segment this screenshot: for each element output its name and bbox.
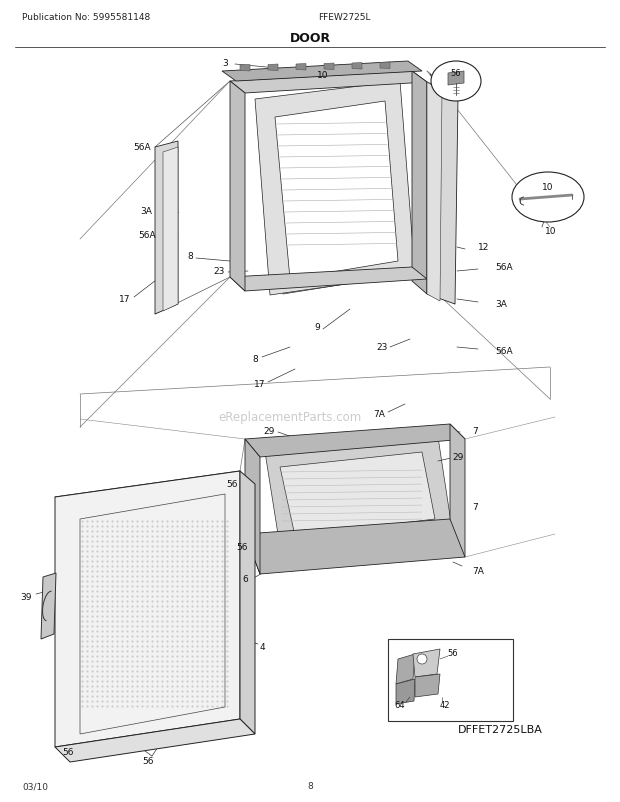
Polygon shape	[280, 452, 435, 537]
Text: 29: 29	[264, 427, 275, 436]
Polygon shape	[413, 649, 440, 677]
Text: 39: 39	[20, 593, 32, 602]
Text: 56A: 56A	[495, 347, 513, 356]
Text: 56: 56	[448, 649, 458, 658]
Text: 42: 42	[440, 701, 450, 710]
Polygon shape	[450, 424, 465, 557]
Polygon shape	[448, 72, 464, 86]
Text: 7: 7	[472, 427, 478, 436]
Polygon shape	[380, 63, 390, 70]
Text: 56A: 56A	[133, 144, 151, 152]
Text: 56: 56	[62, 747, 74, 756]
Polygon shape	[155, 142, 178, 314]
Text: 7A: 7A	[373, 410, 385, 419]
Polygon shape	[230, 268, 427, 292]
Polygon shape	[55, 472, 240, 747]
Text: 12: 12	[478, 243, 489, 252]
Polygon shape	[275, 102, 398, 280]
Text: 23: 23	[214, 267, 225, 276]
Bar	[388, 639, 513, 721]
Polygon shape	[352, 63, 362, 70]
Text: 17: 17	[118, 295, 130, 304]
Text: FFEW2725L: FFEW2725L	[318, 14, 371, 22]
Circle shape	[417, 654, 427, 664]
Polygon shape	[41, 573, 56, 639]
Text: 3A: 3A	[495, 300, 507, 309]
Polygon shape	[240, 66, 250, 72]
Text: eReplacementParts.com: eReplacementParts.com	[218, 411, 361, 424]
Polygon shape	[255, 82, 415, 296]
Text: 3: 3	[222, 59, 228, 67]
Text: 03/10: 03/10	[22, 781, 48, 791]
Text: 7A: 7A	[472, 567, 484, 576]
Polygon shape	[396, 679, 415, 704]
Text: 10: 10	[542, 182, 554, 191]
Text: 4: 4	[260, 642, 265, 652]
Polygon shape	[268, 65, 278, 71]
Text: 56: 56	[226, 480, 238, 489]
Text: 9: 9	[314, 323, 320, 332]
Polygon shape	[230, 82, 245, 292]
Polygon shape	[55, 719, 255, 762]
Polygon shape	[265, 437, 452, 547]
Polygon shape	[260, 424, 450, 534]
Text: 7: 7	[472, 503, 478, 512]
Polygon shape	[240, 472, 255, 734]
Text: 29: 29	[452, 453, 463, 462]
Text: DFFET2725LBA: DFFET2725LBA	[458, 724, 543, 734]
Polygon shape	[230, 72, 427, 94]
Polygon shape	[268, 93, 408, 294]
Text: 56A: 56A	[138, 230, 156, 239]
Text: 56: 56	[451, 70, 461, 79]
Polygon shape	[245, 424, 465, 457]
Ellipse shape	[431, 62, 481, 102]
Text: 8: 8	[187, 252, 193, 261]
Polygon shape	[245, 520, 465, 574]
Text: 6: 6	[242, 575, 248, 584]
Text: 10: 10	[316, 71, 328, 79]
Text: 17: 17	[254, 380, 265, 389]
Polygon shape	[282, 110, 394, 280]
Polygon shape	[412, 72, 427, 294]
Polygon shape	[427, 83, 442, 302]
Text: Publication No: 5995581148: Publication No: 5995581148	[22, 14, 150, 22]
Text: 3A: 3A	[140, 207, 152, 217]
Polygon shape	[245, 439, 260, 574]
Polygon shape	[245, 72, 412, 292]
Text: 56: 56	[236, 543, 248, 552]
Text: 8: 8	[252, 355, 258, 364]
Ellipse shape	[512, 172, 584, 223]
Polygon shape	[427, 83, 458, 305]
Polygon shape	[415, 674, 440, 697]
Text: DOOR: DOOR	[290, 31, 330, 44]
Text: 56A: 56A	[495, 263, 513, 272]
Text: 8: 8	[307, 781, 313, 791]
Polygon shape	[396, 654, 415, 684]
Text: 64: 64	[395, 701, 405, 710]
Text: 10: 10	[545, 227, 557, 237]
Text: 23: 23	[376, 343, 388, 352]
Polygon shape	[324, 64, 334, 71]
Polygon shape	[296, 64, 306, 71]
Polygon shape	[163, 148, 178, 312]
Polygon shape	[222, 62, 422, 82]
Text: 56: 56	[142, 756, 154, 766]
